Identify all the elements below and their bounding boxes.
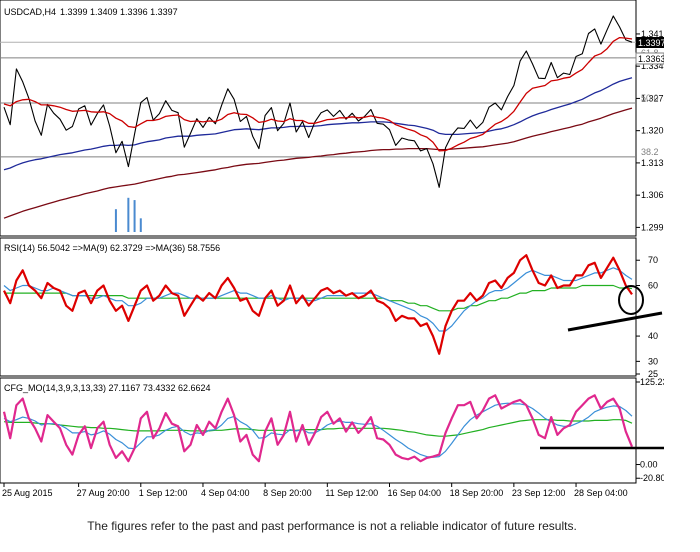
rsi-series-lines — [3, 254, 633, 355]
volume-bar — [114, 209, 117, 232]
time-axis: 25 Aug 2015 27 Aug 20:00 1 Sep 12:00 4 Sep … — [2, 483, 628, 498]
time-tick-label: 27 Aug 20:00 — [77, 488, 130, 498]
time-tick-label: 18 Sep 20:00 — [450, 488, 504, 498]
cfg-mo-slow-signal-line — [3, 419, 633, 437]
ma-mid-line — [3, 77, 633, 171]
time-tick-label: 16 Sep 04:00 — [388, 488, 442, 498]
cfg-mo-series-lines — [2, 394, 634, 463]
volume-bar — [139, 218, 142, 232]
price-tick-label: 1.3065 — [641, 190, 664, 200]
time-tick-label: 11 Sep 12:00 — [325, 488, 378, 498]
rsi-label: RSI(14) 56.5042 =>MA(9) 62.3729 =>MA(36)… — [4, 243, 220, 253]
price-line — [3, 15, 633, 188]
rsi-tick-label: 60 — [648, 281, 658, 291]
cfg-mo-tick-label: 125.2339 — [640, 377, 664, 387]
cfg-mo-panel: CFG_MO(14,3,9,3,13,33) 27.1167 73.4332 6… — [0, 377, 664, 484]
rsi-line — [3, 254, 633, 355]
cfg-mo-tick-label: -20.8069 — [640, 473, 664, 483]
fib-level-label: 50.0 — [641, 93, 659, 103]
price-panel: 1.3415 1.3345 1.3275 1.3205 1.3135 1.3065 1.29… — [0, 0, 664, 237]
rsi-panel: RSI(14) 56.5042 =>MA(9) 62.3729 =>MA(36)… — [0, 237, 663, 379]
cfg-mo-line — [2, 394, 634, 463]
symbol-ohlc-label: USDCAD,H4 — [4, 7, 56, 17]
rsi-highlight-circle — [618, 285, 644, 315]
time-tick-label: 25 Aug 2015 — [2, 488, 53, 498]
time-tick-label: 4 Sep 04:00 — [201, 488, 250, 498]
price-tick-label: 1.3415 — [641, 29, 664, 39]
cfg-mo-label: CFG_MO(14,3,9,3,13,33) 27.1167 73.4332 6… — [4, 383, 210, 393]
price-tick-label: 1.3205 — [641, 126, 664, 136]
ma-fast-line — [3, 36, 633, 152]
level-price-marker — [635, 52, 664, 65]
volume-bar — [127, 197, 130, 232]
price-series-lines — [3, 15, 633, 219]
level-price-label: 1.3363 — [638, 54, 664, 64]
rsi-trendline — [567, 311, 663, 332]
current-price-marker — [636, 37, 664, 48]
current-price-label: 1.3397 — [638, 38, 664, 48]
disclaimer-text: The figures refer to the past and past p… — [87, 519, 577, 533]
cfg-mo-axis: 125.2339 0.00 -20.8069 — [636, 377, 664, 483]
rsi-axis: 70 60 40 30 25 — [636, 255, 658, 379]
volume-histogram — [114, 197, 142, 232]
time-tick-label: 1 Sep 12:00 — [139, 488, 188, 498]
volume-bar — [133, 200, 136, 232]
price-tick-label: 1.3345 — [641, 61, 664, 71]
chart-canvas: 1.3415 1.3345 1.3275 1.3205 1.3135 1.3065 1.29… — [0, 0, 664, 498]
rsi-tick-label: 40 — [648, 331, 658, 341]
rsi-tick-label: 30 — [648, 356, 658, 366]
ma-slow-line — [3, 107, 633, 219]
price-tick-label: 1.3135 — [641, 158, 664, 168]
price-axis: 1.3415 1.3345 1.3275 1.3205 1.3135 1.3065 1.29… — [636, 29, 664, 232]
ohlc-values: 1.3399 1.3409 1.3396 1.3397 — [60, 7, 178, 17]
cfg-mo-tick-label: 0.00 — [640, 460, 658, 470]
fib-level-label: 38.2 — [641, 147, 659, 157]
price-tick-label: 1.3275 — [641, 93, 664, 103]
time-tick-label: 23 Sep 12:00 — [512, 488, 566, 498]
rsi-tick-label: 70 — [648, 255, 658, 265]
time-tick-label: 8 Sep 20:00 — [263, 488, 312, 498]
rsi-tick-label: 25 — [648, 369, 658, 379]
time-tick-label: 28 Sep 04:00 — [574, 488, 628, 498]
